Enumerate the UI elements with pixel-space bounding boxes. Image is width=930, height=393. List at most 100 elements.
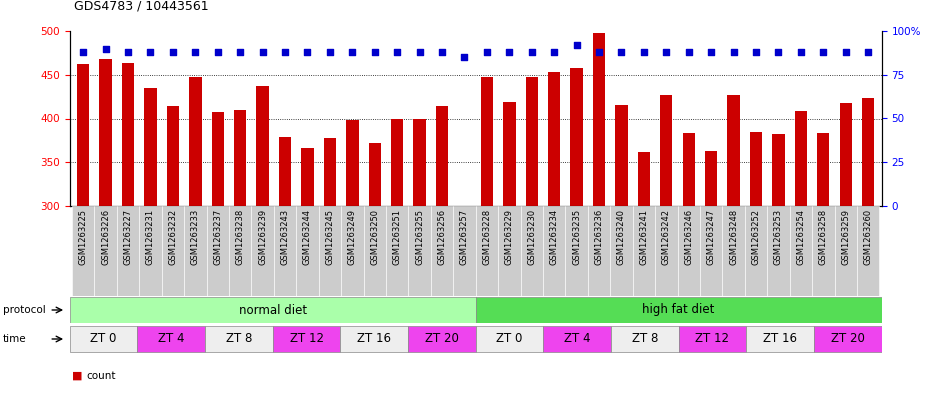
Point <box>771 49 786 55</box>
Text: normal diet: normal diet <box>239 303 307 316</box>
Text: high fat diet: high fat diet <box>643 303 715 316</box>
Bar <box>184 206 206 296</box>
Text: ZT 4: ZT 4 <box>158 332 184 345</box>
Text: GSM1263241: GSM1263241 <box>640 209 648 265</box>
Point <box>569 42 584 48</box>
Bar <box>319 206 341 296</box>
Bar <box>632 206 655 296</box>
Bar <box>723 206 745 296</box>
Point <box>278 49 293 55</box>
Text: GSM1263242: GSM1263242 <box>662 209 671 265</box>
Bar <box>660 95 672 206</box>
Text: ZT 16: ZT 16 <box>357 332 392 345</box>
Text: GSM1263259: GSM1263259 <box>842 209 850 265</box>
Text: GSM1263256: GSM1263256 <box>437 209 446 265</box>
Point <box>525 49 539 55</box>
Point <box>793 49 808 55</box>
Bar <box>212 112 224 206</box>
Text: GSM1263235: GSM1263235 <box>572 209 581 265</box>
Point <box>726 49 741 55</box>
Bar <box>324 138 336 206</box>
Text: ZT 20: ZT 20 <box>830 332 865 345</box>
Bar <box>767 206 790 296</box>
Point <box>704 49 719 55</box>
Point <box>323 49 338 55</box>
Bar <box>341 206 364 296</box>
Bar <box>257 86 269 206</box>
Text: GSM1263247: GSM1263247 <box>707 209 716 265</box>
Point <box>188 49 203 55</box>
Bar <box>503 102 515 206</box>
Point <box>591 49 606 55</box>
Point <box>547 49 562 55</box>
Bar <box>700 206 723 296</box>
Bar <box>414 119 426 206</box>
Bar <box>521 206 543 296</box>
Text: GDS4783 / 10443561: GDS4783 / 10443561 <box>74 0 209 12</box>
Bar <box>795 110 807 206</box>
Bar <box>346 120 358 206</box>
Bar <box>100 59 112 206</box>
Bar <box>436 106 448 206</box>
Bar <box>543 206 565 296</box>
Bar <box>251 206 273 296</box>
Bar <box>498 206 521 296</box>
Point <box>412 49 427 55</box>
Point <box>816 49 830 55</box>
Text: ZT 8: ZT 8 <box>226 332 252 345</box>
Bar <box>408 206 431 296</box>
Bar <box>273 206 297 296</box>
Text: GSM1263227: GSM1263227 <box>124 209 133 265</box>
Text: ZT 12: ZT 12 <box>696 332 729 345</box>
Text: ZT 0: ZT 0 <box>90 332 117 345</box>
Bar <box>72 206 95 296</box>
Bar <box>570 68 583 206</box>
Point <box>457 54 472 61</box>
Bar <box>610 206 632 296</box>
Bar <box>189 77 202 206</box>
Bar <box>772 134 785 206</box>
Bar <box>834 206 857 296</box>
Bar <box>481 77 493 206</box>
Point <box>861 49 876 55</box>
Text: ZT 12: ZT 12 <box>289 332 324 345</box>
Text: GSM1263246: GSM1263246 <box>684 209 693 265</box>
Text: ■: ■ <box>72 371 82 381</box>
Text: GSM1263229: GSM1263229 <box>505 209 514 265</box>
Bar <box>77 64 89 206</box>
Bar <box>638 152 650 206</box>
Bar <box>391 119 404 206</box>
Point <box>143 49 158 55</box>
Text: ZT 20: ZT 20 <box>425 332 458 345</box>
Point <box>210 49 225 55</box>
Bar <box>301 148 313 206</box>
Bar <box>679 325 746 353</box>
Point <box>75 49 90 55</box>
Bar <box>453 206 475 296</box>
Point <box>232 49 247 55</box>
Text: time: time <box>3 334 26 344</box>
Bar <box>272 325 340 353</box>
Text: GSM1263260: GSM1263260 <box>864 209 872 265</box>
Text: GSM1263234: GSM1263234 <box>550 209 559 265</box>
Bar <box>705 151 717 206</box>
Point <box>658 49 673 55</box>
Bar <box>475 325 543 353</box>
Bar <box>279 137 291 206</box>
Bar <box>746 325 814 353</box>
Point <box>614 49 629 55</box>
Bar <box>593 33 605 206</box>
Text: GSM1263245: GSM1263245 <box>326 209 335 265</box>
Bar <box>812 206 834 296</box>
Text: GSM1263231: GSM1263231 <box>146 209 155 265</box>
Point <box>367 49 382 55</box>
Bar <box>588 206 610 296</box>
Text: protocol: protocol <box>3 305 46 315</box>
Text: GSM1263252: GSM1263252 <box>751 209 761 265</box>
Text: GSM1263226: GSM1263226 <box>101 209 110 265</box>
Point <box>255 49 270 55</box>
Text: ZT 8: ZT 8 <box>631 332 658 345</box>
Bar <box>543 325 611 353</box>
Bar <box>727 95 739 206</box>
Bar <box>70 297 475 323</box>
